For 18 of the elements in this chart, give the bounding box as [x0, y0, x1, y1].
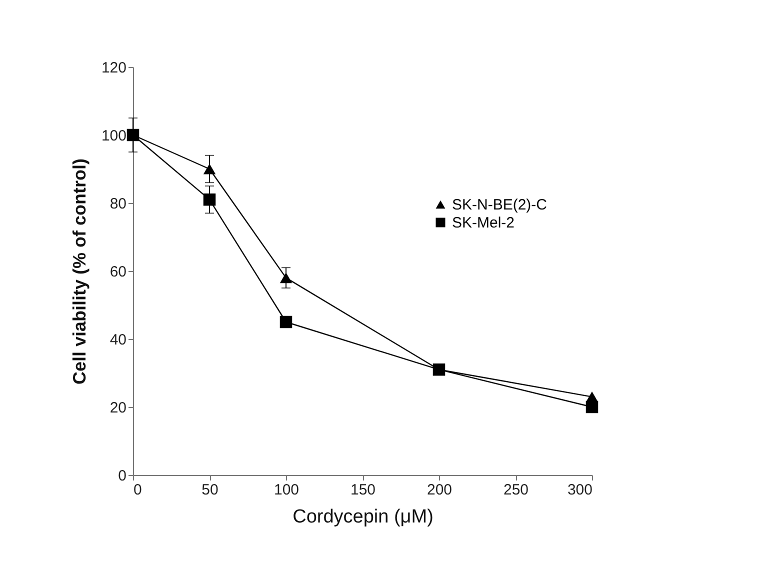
- x-tick-label: 250: [503, 482, 529, 498]
- legend-label: SK-Mel-2: [452, 214, 515, 232]
- x-tick-label: 50: [202, 482, 218, 498]
- y-tick-label: 0: [118, 468, 126, 484]
- x-tick-label: 100: [274, 482, 300, 498]
- y-tick-label: 40: [110, 332, 126, 348]
- x-tick-label: 200: [426, 482, 452, 498]
- y-tick-label: 120: [101, 60, 126, 76]
- y-tick-label: 100: [101, 128, 126, 144]
- y-axis-title: Cell viability (% of control): [69, 158, 90, 385]
- y-tick-label: 80: [110, 196, 126, 212]
- x-tick-label: 150: [350, 482, 376, 498]
- x-tick-label: 0: [134, 482, 142, 498]
- legend-label: SK-N-BE(2)-C: [452, 196, 548, 214]
- y-tick-label: 60: [110, 264, 126, 280]
- x-tick-label: 300: [567, 482, 592, 498]
- x-axis-title: Cordycepin (μM): [292, 506, 434, 528]
- y-tick-label: 20: [110, 400, 126, 416]
